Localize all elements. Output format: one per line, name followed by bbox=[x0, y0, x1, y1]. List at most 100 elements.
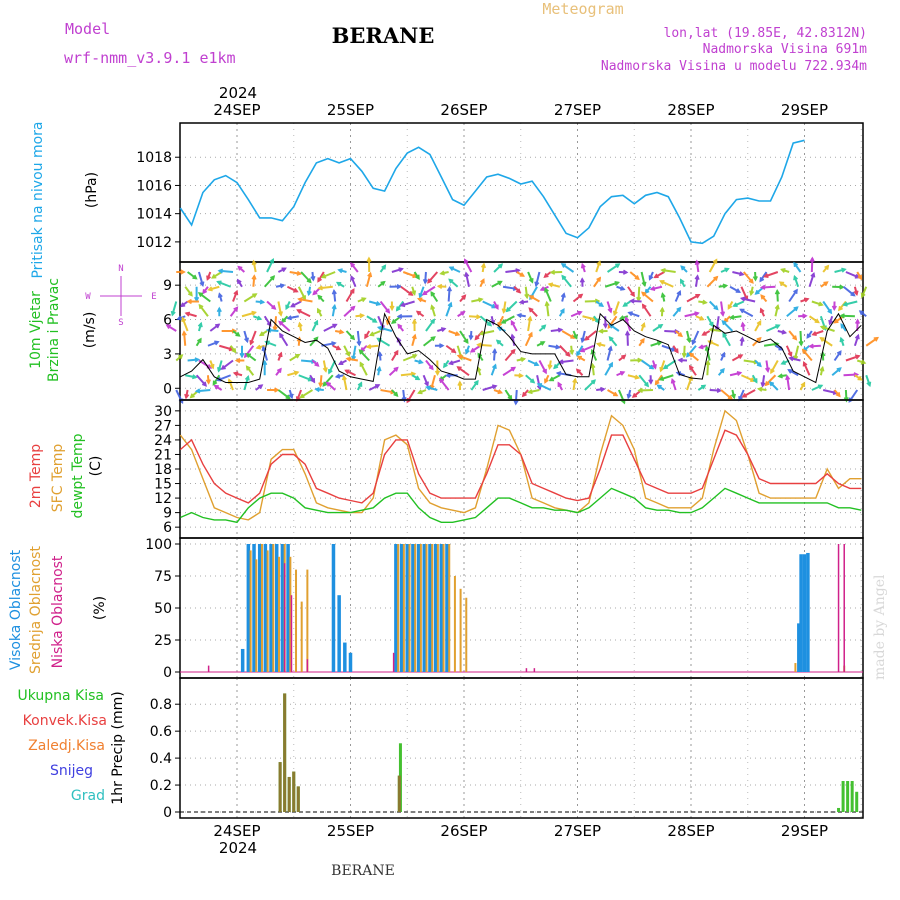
wind-arrow-head bbox=[366, 256, 372, 262]
wind-arrow-head bbox=[376, 365, 382, 372]
wind-arrow-head bbox=[739, 296, 746, 302]
wind-arrow-head bbox=[608, 361, 613, 368]
wind-arrow-head bbox=[528, 278, 534, 284]
wind-arrow-head bbox=[596, 260, 602, 266]
wind-arrow-head bbox=[332, 323, 338, 329]
wind-arrow bbox=[606, 301, 612, 313]
wind-arrow bbox=[497, 315, 504, 327]
wind-arrow-head bbox=[372, 318, 378, 323]
wind-arrow bbox=[445, 344, 456, 354]
wind-arrow-head bbox=[297, 321, 303, 328]
pressure-line bbox=[179, 139, 805, 245]
wind-arrow bbox=[774, 305, 779, 317]
wind-arrow bbox=[549, 374, 561, 382]
model-label: Model bbox=[65, 20, 110, 38]
wind-arrow-head bbox=[557, 327, 564, 333]
wind-arrow-head bbox=[237, 265, 243, 271]
wind-arrow bbox=[527, 317, 532, 332]
wind-arrow-head bbox=[192, 274, 198, 280]
wind-arrow-head bbox=[513, 400, 519, 406]
mid-cloud-bar bbox=[277, 556, 280, 672]
wind-arrow-head bbox=[803, 297, 810, 303]
wind-arrow bbox=[246, 353, 257, 362]
wind-arrow-head bbox=[397, 323, 403, 329]
wind-arrow bbox=[607, 389, 618, 397]
wind-arrow-head bbox=[469, 347, 476, 353]
wind-arrow-head bbox=[377, 350, 383, 357]
wind-arrow bbox=[802, 362, 811, 376]
wind-unit-label: (m/s) bbox=[82, 312, 98, 349]
wind-arrow-head bbox=[393, 391, 399, 397]
wind-arrow-head bbox=[456, 354, 463, 360]
wind-arrow-head bbox=[841, 267, 847, 273]
wind-arrow-head bbox=[411, 333, 417, 340]
mid-cloud-bar bbox=[249, 550, 252, 672]
wind-axis-label-1: 10m Vjetar bbox=[28, 291, 44, 369]
wind-arrow bbox=[490, 364, 497, 376]
wind-arrow-head bbox=[837, 305, 843, 312]
wind-arrow bbox=[221, 359, 234, 370]
bottom-day-label: 28SEP bbox=[667, 822, 714, 840]
wind-arrow-head bbox=[787, 351, 793, 358]
wind-arrow bbox=[706, 361, 710, 376]
wind-arrow-head bbox=[430, 304, 436, 310]
convective-precip-bar bbox=[278, 762, 282, 812]
high-cloud-bar bbox=[348, 652, 353, 672]
wind-arrow-head bbox=[314, 361, 320, 367]
wind-arrow bbox=[185, 312, 197, 318]
meteogram-label: Meteogram bbox=[542, 0, 623, 18]
wind-arrow-head bbox=[245, 352, 251, 358]
top-day-label: 26SEP bbox=[440, 101, 487, 119]
wind-arrow bbox=[263, 275, 275, 288]
wind-arrow bbox=[402, 389, 406, 402]
pressure-axis-label: Pritisak na nivou mora bbox=[30, 121, 46, 278]
wind-arrow bbox=[845, 271, 860, 279]
wind-arrow-head bbox=[317, 294, 323, 300]
mid-cloud-bar bbox=[272, 544, 275, 672]
wind-arrow bbox=[661, 344, 676, 352]
wind-arrow bbox=[323, 323, 337, 332]
wind-arrow-head bbox=[608, 335, 614, 342]
wind-arrow bbox=[695, 260, 700, 273]
wind-arrow-head bbox=[842, 301, 848, 307]
wind-arrow-head bbox=[216, 306, 222, 313]
wind-arrow bbox=[493, 263, 503, 273]
wind-arrow-head bbox=[328, 369, 333, 375]
wind-arrow-head bbox=[396, 313, 403, 320]
top-day-label: 24SEP bbox=[213, 101, 260, 119]
wind-arrow bbox=[289, 353, 300, 362]
wind-arrow-head bbox=[393, 349, 399, 356]
wind-arrow-head bbox=[313, 319, 319, 326]
panel-clouds: 0 25 50 75 100 bbox=[145, 537, 864, 681]
wind-arrow-head bbox=[412, 354, 418, 359]
wind-arrow bbox=[207, 340, 219, 347]
wind-arrow-head bbox=[447, 360, 454, 366]
wind-arrow bbox=[241, 311, 256, 318]
wind-arrow-head bbox=[270, 275, 276, 281]
wind-arrow-head bbox=[510, 333, 516, 340]
high-cloud-bar bbox=[428, 544, 432, 672]
wind-arrow-head bbox=[415, 310, 422, 316]
wind-arrow-head bbox=[427, 278, 433, 284]
top-day-label: 27SEP bbox=[554, 101, 601, 119]
wind-arrow-head bbox=[760, 294, 766, 300]
cloud-axis-label-mid: Srednja Oblacnost bbox=[28, 546, 44, 674]
wind-arrow bbox=[788, 330, 797, 341]
wind-arrow-head bbox=[239, 352, 245, 359]
mid-cloud-bar bbox=[295, 569, 298, 672]
wind-arrow bbox=[326, 381, 336, 391]
wind-arrow-head bbox=[793, 274, 799, 281]
wind-arrow-head bbox=[614, 280, 621, 286]
y-tick-label: 0 bbox=[163, 805, 172, 821]
mid-cloud-bar bbox=[453, 576, 456, 672]
wind-arrow bbox=[378, 326, 393, 332]
wind-arrow bbox=[449, 266, 461, 273]
wind-arrow-head bbox=[286, 315, 292, 321]
wind-arrow bbox=[638, 374, 649, 387]
wind-arrow-head bbox=[659, 366, 665, 373]
wind-arrow-head bbox=[831, 305, 837, 312]
panel-precip: 0 0.2 0.4 0.6 0.8 bbox=[150, 677, 864, 821]
wind-arrow-head bbox=[555, 344, 561, 350]
wind-arrow bbox=[545, 302, 550, 317]
high-cloud-bar bbox=[286, 544, 290, 672]
